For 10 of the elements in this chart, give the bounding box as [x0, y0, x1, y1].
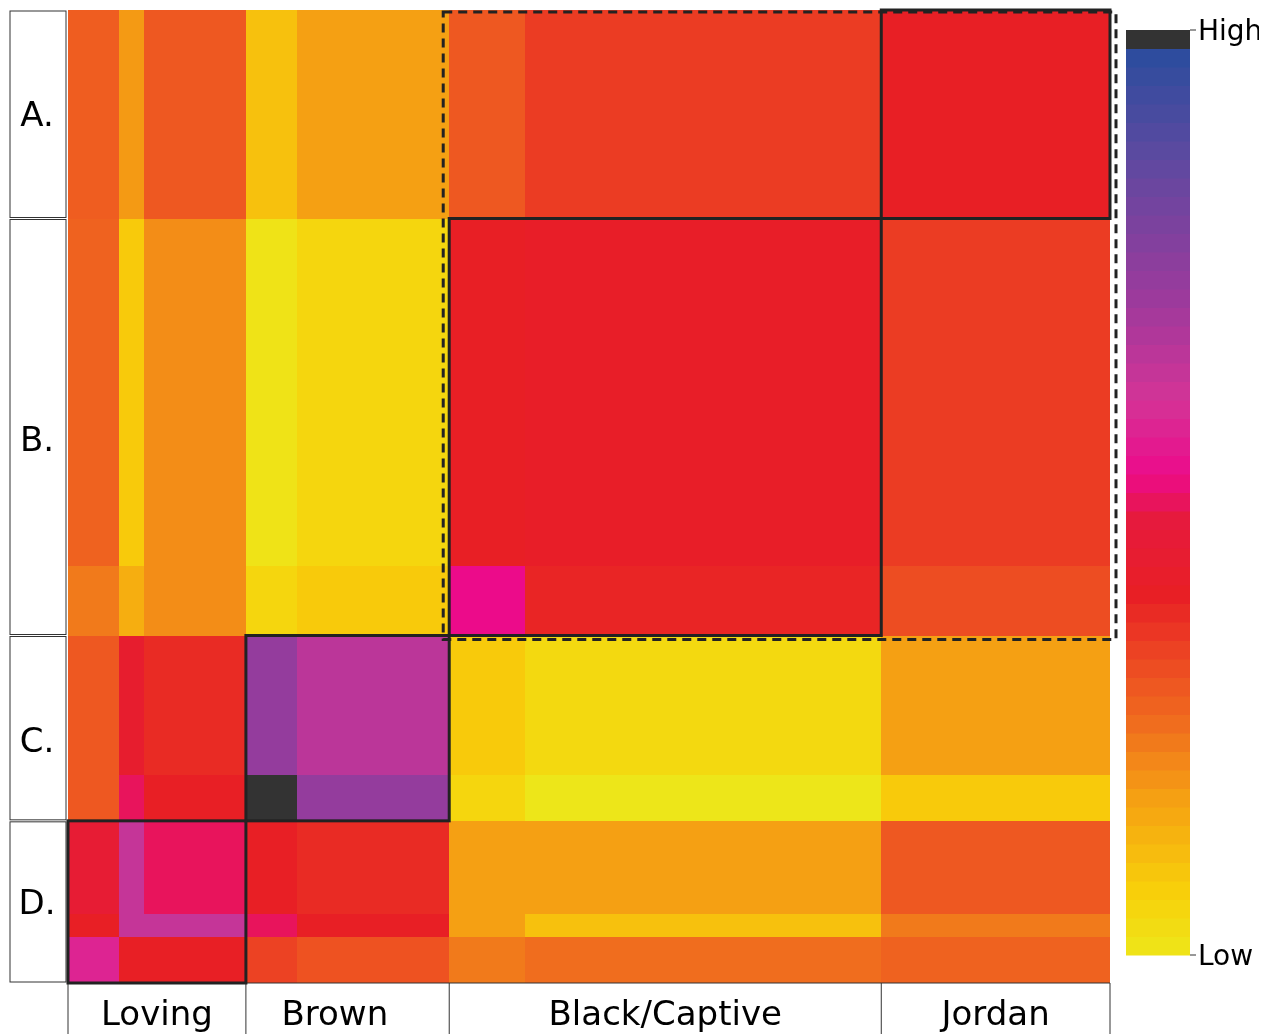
x-tick-label: Black/Captive: [548, 993, 782, 1033]
y-tick-label: C.: [19, 719, 55, 760]
x-tick-label: Brown: [281, 993, 389, 1033]
y-tick-label: A.: [20, 94, 54, 135]
x-tick-label: Jordan: [939, 993, 1050, 1033]
y-tick-label: D.: [18, 881, 56, 922]
color-bar-label: High: [1198, 13, 1263, 47]
x-tick-label: Loving: [101, 993, 213, 1033]
color-bar-label: Low: [1198, 938, 1254, 972]
y-tick-label: B.: [19, 418, 55, 459]
